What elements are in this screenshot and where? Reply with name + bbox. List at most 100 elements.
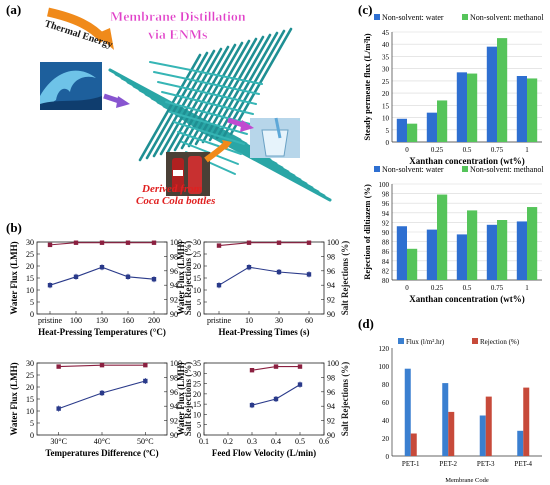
- y-right-tick-label: 100: [170, 238, 182, 247]
- y-right-tick-label: 98: [170, 252, 178, 261]
- panel-a-title-line2: via ENMs: [148, 28, 208, 43]
- y-tick-label: 84: [382, 258, 390, 266]
- y-right-tick-label: 98: [327, 373, 335, 382]
- flux-point: [276, 269, 282, 275]
- y-tick-label: 40: [382, 41, 390, 49]
- legend-entry: Non-solvent: methanol: [470, 165, 544, 174]
- x-tick-label: 0.5: [295, 437, 305, 446]
- x-tick-label: 40°C: [94, 437, 111, 446]
- y-left-axis-label: Water Flux (LMH): [176, 362, 186, 435]
- flux-point: [249, 402, 255, 408]
- x-tick-label: 10: [245, 316, 253, 325]
- rejection-point: [297, 364, 303, 369]
- bar-series1: [517, 430, 524, 456]
- flux-series-line: [251, 384, 301, 406]
- y-tick-label: 15: [382, 102, 390, 110]
- bar-series1: [486, 224, 497, 280]
- y-left-tick-label: 0: [30, 431, 34, 440]
- y-left-tick-label: 35: [193, 359, 201, 368]
- y-tick-label: 5: [386, 127, 390, 135]
- flux-point: [246, 265, 252, 270]
- legend-swatch: [374, 166, 380, 172]
- y-tick-label: 25: [382, 78, 390, 86]
- rejection-point: [249, 368, 255, 373]
- y-right-tick-label: 92: [170, 296, 178, 305]
- bar-series2: [467, 210, 478, 280]
- y-left-tick-label: 30: [26, 359, 34, 368]
- legend-entry: Rejection (%): [480, 338, 520, 346]
- fiber-strand: [187, 39, 251, 148]
- bar-series2: [497, 38, 508, 142]
- flux-point: [306, 272, 312, 277]
- fiber-strand: [161, 91, 254, 115]
- flux-point: [297, 382, 303, 387]
- bar-series1: [396, 118, 407, 142]
- rejection-point: [99, 240, 105, 245]
- bar-series2: [407, 248, 418, 280]
- y-right-tick-label: 94: [327, 281, 335, 290]
- y-right-axis-label: Salt Rejections (%): [340, 241, 350, 315]
- y-tick-label: 92: [382, 219, 390, 227]
- rejection-point: [273, 364, 279, 369]
- bar-series1: [426, 229, 437, 280]
- fiber-strand: [159, 47, 223, 156]
- x-axis-label: Xanthan concentration (wt%): [409, 294, 525, 304]
- y-tick-label: 20: [382, 435, 390, 443]
- y-left-tick-label: 15: [193, 274, 201, 283]
- y-axis-label: Rejection of diltiazem (%): [362, 184, 372, 280]
- y-left-tick-label: 15: [193, 400, 201, 409]
- recycle-arrow-icon: [204, 140, 232, 163]
- x-tick-label: 0.3: [247, 437, 257, 446]
- plot-frame: [203, 362, 325, 436]
- x-tick-label: 0.4: [271, 437, 281, 446]
- nanofiber-mat: [108, 27, 332, 202]
- cola-bottles-picture: [166, 152, 210, 196]
- y-left-tick-label: 25: [26, 250, 34, 259]
- bar-series1: [486, 46, 497, 142]
- fiber-strand: [208, 33, 272, 142]
- x-tick-label: PET-2: [439, 460, 457, 468]
- y-left-tick-label: 10: [193, 286, 201, 295]
- y-tick-label: 10: [382, 115, 390, 123]
- y-left-tick-label: 10: [26, 286, 34, 295]
- y-left-tick-label: 0: [30, 310, 34, 319]
- y-left-tick-label: 30: [26, 238, 34, 247]
- legend-entry: Flux (l/m².hr): [406, 338, 445, 346]
- feed-arrow-icon: [103, 93, 130, 108]
- legend-swatch: [374, 14, 380, 20]
- rejection-point: [125, 240, 131, 245]
- y-right-tick-label: 90: [327, 310, 335, 319]
- y-right-tick-label: 100: [327, 238, 339, 247]
- bar-series2: [407, 123, 418, 142]
- y-right-axis-label: Salt Rejections (%): [183, 241, 193, 315]
- x-tick-label: PET-3: [477, 460, 495, 468]
- y-right-axis-label: Salt Rejections (%): [183, 362, 193, 436]
- x-tick-label: pristine: [38, 316, 62, 325]
- fiber-strand: [180, 41, 244, 150]
- x-tick-label: 0.75: [491, 146, 504, 154]
- y-left-tick-label: 25: [26, 371, 34, 380]
- thermal-energy-arrow-icon: [47, 7, 114, 50]
- fiber-strand: [153, 71, 260, 95]
- fiber-strand: [169, 111, 248, 135]
- y-right-tick-label: 100: [170, 359, 182, 368]
- y-tick-label: 82: [382, 267, 390, 275]
- legend-swatch: [462, 166, 468, 172]
- y-right-tick-label: 96: [170, 388, 178, 397]
- fiber-strand: [198, 128, 332, 202]
- x-axis-label: Xanthan concentration (wt%): [409, 156, 525, 166]
- x-tick-label: PET-4: [514, 460, 532, 468]
- fiber-strand: [149, 61, 263, 85]
- bar-series1: [456, 72, 467, 142]
- legend-entry: Non-solvent: water: [382, 165, 444, 174]
- bar-series2: [485, 396, 492, 456]
- y-tick-label: 30: [382, 66, 390, 74]
- rejection-point: [151, 240, 157, 245]
- legend-swatch: [472, 338, 478, 344]
- x-tick-label: 60: [305, 316, 313, 325]
- y-right-tick-label: 94: [170, 281, 178, 290]
- y-tick-label: 35: [382, 53, 390, 61]
